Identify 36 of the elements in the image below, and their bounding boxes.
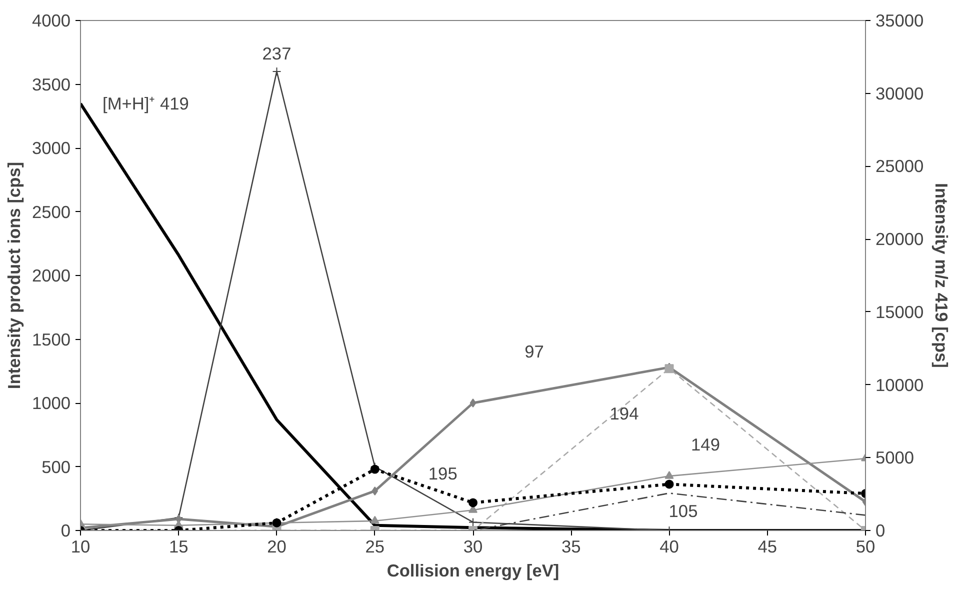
x-tick-label: 45 [758,536,778,556]
x-tick-label: 15 [168,536,188,556]
y-tick-label: 3000 [32,138,71,158]
y2-tick-label: 20000 [876,229,924,250]
y2-tick-label: 30000 [876,83,924,104]
x-tick-label: 35 [561,536,581,556]
series-label: 97 [524,341,544,362]
y2-tick-label: 10000 [876,374,924,395]
y-tick-label: 500 [42,456,71,477]
series-label: 237 [262,44,292,64]
series-label: [M+H]⁺ 419 [102,94,189,114]
y-tick-label: 2500 [32,202,71,222]
y-tick-label: 2000 [32,266,71,286]
x-tick-label: 20 [267,536,286,556]
y-tick-label: 1000 [32,393,71,413]
x-tick-label: 10 [70,536,90,556]
series-label: 105 [668,501,698,522]
y-tick-label: 3500 [32,74,71,94]
y2-tick-label: 0 [876,520,886,540]
y2-axis-title: Intensity m/z 419 [cps] [932,183,952,368]
y-tick-label: 1500 [32,329,71,350]
series-label: 194 [610,404,640,424]
x-tick-label: 40 [660,536,679,556]
y-axis-title: Intensity product ions [cps] [4,162,24,390]
y2-tick-label: 15000 [876,302,924,322]
y2-tick-label: 25000 [876,156,924,176]
series-label: 149 [691,434,720,454]
y2-tick-label: 5000 [876,448,914,468]
x-tick-label: 30 [463,536,483,556]
series-label: 195 [428,463,458,484]
x-tick-label: 50 [856,536,876,556]
y-tick-label: 0 [60,520,71,540]
x-tick-label: 25 [365,536,385,556]
y2-tick-label: 35000 [876,10,924,30]
y-tick-label: 4000 [32,10,71,30]
x-axis-title: Collision energy [eV] [386,560,560,580]
